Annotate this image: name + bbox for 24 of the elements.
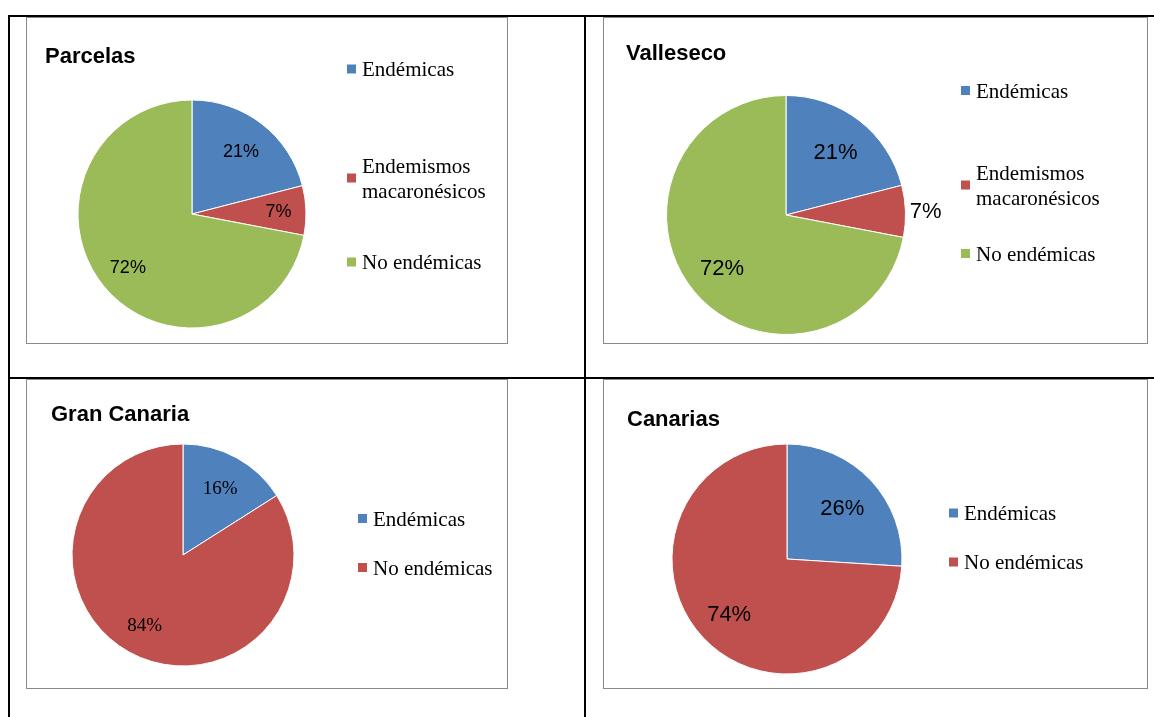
legend-label: Endémicas	[964, 501, 1057, 525]
legend-label: Endémicas	[362, 57, 455, 81]
legend-label: No endémicas	[964, 550, 1084, 574]
data-label: 21%	[222, 140, 259, 161]
chart-title: Gran Canaria	[51, 400, 190, 426]
data-label: 84%	[127, 614, 163, 636]
data-label: 26%	[820, 494, 865, 520]
data-label: 72%	[699, 255, 745, 281]
legend-label: Endemismos macaronésicos	[362, 153, 486, 203]
legend-label: No endémicas	[373, 555, 493, 580]
chart-title: Parcelas	[45, 42, 136, 68]
legend-label: Endémicas	[373, 506, 466, 531]
data-label: 7%	[265, 201, 292, 222]
legend-label: No endémicas	[976, 241, 1096, 266]
legend-label: No endémicas	[362, 250, 482, 274]
data-label: 72%	[109, 257, 146, 278]
data-label: 7%	[909, 198, 942, 224]
chart-title: Canarias	[627, 405, 720, 431]
legend-label: Endemismos macaronésicos	[976, 160, 1100, 210]
data-label: 74%	[707, 600, 752, 626]
legend-label: Endémicas	[976, 78, 1069, 103]
data-label: 16%	[202, 476, 238, 498]
data-label: 21%	[813, 138, 858, 164]
chart-title: Valleseco	[626, 39, 727, 65]
